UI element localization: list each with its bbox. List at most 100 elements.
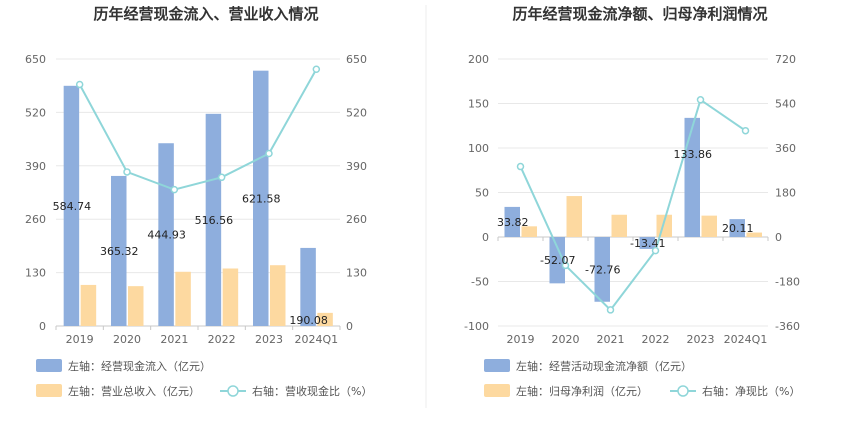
left-axis-tick-label: -100	[464, 320, 489, 333]
left-axis-tick-label: 0	[482, 231, 489, 244]
secondary-bar	[566, 196, 582, 237]
legend-swatch	[484, 384, 510, 397]
bar-data-label: 516.56	[195, 214, 234, 227]
right-axis-tick-label: 390	[346, 160, 367, 173]
primary-bar	[504, 206, 520, 237]
left-axis-tick-label: 520	[25, 106, 46, 119]
left-axis-tick-label: 0	[39, 320, 46, 333]
left-axis-tick-label: 260	[25, 213, 46, 226]
secondary-bar	[317, 312, 333, 326]
primary-bar	[63, 85, 80, 327]
right-axis-tick-label: 520	[346, 106, 367, 119]
right-axis-tick-label: 540	[775, 98, 796, 111]
bar-data-label: -13.41	[630, 237, 665, 250]
primary-bar	[111, 175, 127, 326]
bar-data-label: 190.08	[289, 314, 328, 327]
x-axis-tick-label: 2019	[66, 333, 94, 346]
ratio-point	[696, 96, 705, 104]
x-axis-tick-label: 2021	[597, 333, 625, 346]
chart-title: 历年经营现金流净额、归母净利润情况	[512, 5, 767, 23]
secondary-bar	[80, 284, 97, 326]
secondary-bar	[701, 215, 717, 237]
secondary-bar	[175, 271, 191, 326]
legend-label: 右轴：营收现金比（%）	[252, 384, 372, 398]
x-axis-tick-label: 2022	[642, 333, 670, 346]
legend-line-marker	[677, 385, 689, 397]
legend-label: 右轴：净现比（%）	[702, 384, 800, 398]
bar-data-label: -52.07	[540, 254, 575, 267]
legend-line-marker	[227, 385, 239, 397]
ratio-point	[312, 65, 321, 74]
bar-data-label: 444.93	[147, 229, 186, 242]
primary-bar	[594, 237, 610, 302]
bar-data-label: 20.11	[722, 222, 754, 235]
ratio-point	[606, 306, 615, 314]
left-axis-tick-label: -50	[471, 276, 489, 289]
secondary-bar	[521, 226, 537, 237]
x-axis-tick-label: 2023	[255, 333, 283, 346]
primary-bar	[253, 70, 269, 326]
legend-label: 左轴：归母净利润（亿元）	[516, 384, 648, 398]
primary-bar	[684, 117, 700, 237]
primary-bar	[300, 247, 316, 326]
right-axis-tick-label: -180	[775, 276, 800, 289]
left-axis-tick-label: 130	[25, 267, 46, 280]
chart-title: 历年经营现金流入、营业收入情况	[93, 5, 318, 23]
x-axis-tick-label: 2019	[507, 333, 535, 346]
legend-swatch	[36, 384, 62, 397]
right-axis-tick-label: 720	[775, 53, 796, 66]
x-axis-tick-label: 2023	[687, 333, 715, 346]
left-axis-tick-label: 50	[475, 187, 489, 200]
secondary-bar	[128, 286, 144, 326]
ratio-line	[519, 98, 747, 312]
right-axis-tick-label: 650	[346, 53, 367, 66]
x-axis-tick-label: 2024Q1	[724, 333, 768, 346]
ratio-point	[741, 126, 750, 135]
legend-label: 左轴：经营现金流入（亿元）	[68, 359, 211, 373]
right-axis-tick-label: 180	[775, 187, 796, 200]
ratio-point	[561, 261, 570, 270]
legend-swatch	[484, 359, 510, 372]
primary-bar	[549, 237, 565, 284]
secondary-bar	[746, 232, 762, 237]
secondary-bar	[611, 214, 627, 237]
right-axis-tick-label: 260	[346, 213, 367, 226]
right-axis-tick-label: 360	[775, 142, 796, 155]
primary-bar	[205, 113, 222, 326]
ratio-point	[170, 185, 179, 194]
right-axis-tick-label: 130	[346, 267, 367, 280]
bar-data-label: -72.76	[585, 263, 620, 276]
ratio-point	[265, 149, 273, 158]
secondary-bar	[270, 265, 286, 326]
left-axis-tick-label: 100	[468, 142, 489, 155]
right-axis-tick-label: 0	[346, 320, 353, 333]
bar-data-label: 621.58	[242, 192, 281, 205]
ratio-point	[123, 168, 131, 176]
ratio-point	[217, 173, 226, 182]
right-axis-tick-label: -360	[775, 320, 800, 333]
primary-bar	[729, 219, 745, 237]
x-axis-tick-label: 2020	[552, 333, 580, 346]
x-axis-tick-label: 2020	[113, 333, 141, 346]
ratio-point	[516, 162, 525, 171]
x-axis-tick-label: 2021	[160, 333, 188, 346]
x-axis-tick-label: 2024Q1	[295, 333, 339, 346]
legend-swatch	[36, 359, 62, 372]
bar-data-label: 584.74	[53, 200, 92, 213]
ratio-line	[78, 68, 318, 191]
bar-data-label: 365.32	[100, 245, 139, 258]
left-axis-tick-label: 150	[468, 98, 489, 111]
left-axis-tick-label: 650	[25, 53, 46, 66]
ratio-point	[651, 246, 660, 255]
bar-data-label: 133.86	[674, 148, 713, 161]
right-axis-tick-label: 0	[775, 231, 782, 244]
primary-bar	[639, 237, 655, 249]
legend-label: 左轴：营业总收入（亿元）	[68, 384, 200, 398]
left-axis-tick-label: 390	[25, 160, 46, 173]
bar-data-label: 33.82	[497, 216, 529, 229]
x-axis-tick-label: 2022	[208, 333, 236, 346]
ratio-point	[75, 80, 84, 89]
legend-label: 左轴：经营活动现金流净额（亿元）	[516, 359, 692, 373]
